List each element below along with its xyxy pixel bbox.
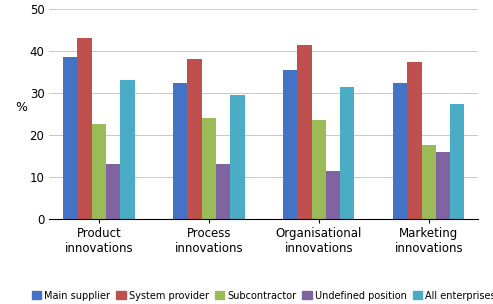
Bar	[77, 39, 92, 219]
Bar	[92, 125, 106, 219]
Bar	[407, 61, 422, 219]
Bar	[422, 146, 436, 219]
Bar	[216, 164, 230, 219]
Bar	[120, 81, 135, 219]
Bar	[393, 83, 407, 219]
Bar	[63, 57, 77, 219]
Legend: Main supplier, System provider, Subcontractor, Undefined position, All enterpris: Main supplier, System provider, Subcontr…	[28, 287, 493, 304]
Bar	[312, 120, 326, 219]
Bar	[202, 118, 216, 219]
Bar	[283, 70, 297, 219]
Bar	[187, 60, 202, 219]
Bar	[436, 152, 450, 219]
Bar	[340, 87, 354, 219]
Bar	[230, 95, 245, 219]
Bar	[297, 45, 312, 219]
Bar	[326, 171, 340, 219]
Bar	[173, 83, 187, 219]
Y-axis label: %: %	[15, 101, 27, 114]
Bar	[450, 103, 464, 219]
Bar	[106, 164, 120, 219]
